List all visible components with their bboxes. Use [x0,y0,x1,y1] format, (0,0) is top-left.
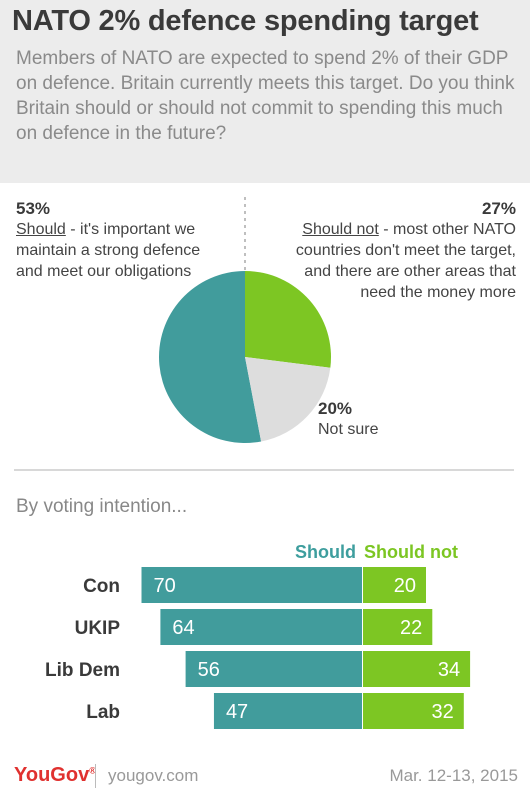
bar-should-not-ukip [363,609,433,645]
category-label-lib-dem: Lib Dem [45,660,120,681]
value-label-should-ukip: 64 [172,617,194,639]
chart-title: NATO 2% defence spending target [12,5,479,37]
footer-separator [95,764,96,788]
category-label-ukip: UKIP [75,618,121,639]
pie-label-should-not: 27% Should not - most other NATO countri… [286,198,516,303]
bar-should-not-lib-dem [363,651,471,687]
bar-should-not-con [363,567,426,603]
value-label-should-lab: 47 [226,701,248,723]
value-label-should-not-lab: 32 [432,701,454,723]
pie-slice-not-sure [245,357,331,442]
pie-text-should: - it's important we maintain a strong de… [16,221,201,280]
legend-should: Should [295,542,356,562]
pie-label-not-sure: 20% Not sure [318,398,438,440]
pie-chart [159,197,331,443]
bar-should-con [141,567,362,603]
pie-pct-should: 53% [16,199,51,218]
pie-pct-should-not: 27% [481,199,516,218]
pie-text-not-sure: Not sure [318,421,379,438]
footer-site[interactable]: yougov.com [108,766,199,785]
category-label-lab: Lab [86,702,120,723]
value-label-should-lib-dem: 56 [198,659,220,681]
section-divider [14,469,514,471]
yougov-logo-text: YouGov [14,764,90,786]
bar-should-lib-dem [185,651,362,687]
survey-question: Members of NATO are expected to spend 2%… [16,48,515,144]
category-label-con: Con [83,576,120,597]
pie-text-should-not: - most other NATO countries don't meet t… [295,221,516,301]
bar-should-lab [213,693,362,729]
pie-label-should: 53% Should - it's important we maintain … [16,198,226,282]
header-panel: NATO 2% defence spending target Members … [0,0,530,183]
yougov-logo: YouGov® [14,764,96,786]
footer-date: Mar. 12-13, 2015 [389,766,518,785]
bar-should-ukip [160,609,362,645]
pie-slice-should [159,271,262,443]
value-label-should-con: 70 [154,575,176,597]
pie-pct-not-sure: 20% [318,399,353,418]
section-subhead: By voting intention... [16,496,188,517]
value-label-should-not-con: 20 [394,575,416,597]
pie-slice-should-not [245,271,331,368]
bar-should-not-lab [363,693,464,729]
legend-should-not: Should not [364,542,458,562]
value-label-should-not-ukip: 22 [400,617,422,639]
pie-keyword-should: Should [16,221,66,238]
pie-keyword-should-not: Should not [302,221,379,238]
bar-chart: Con 70 20 UKIP 64 22 Lib Dem 56 34 Lab 47 32 [45,567,471,729]
value-label-should-not-lib-dem: 34 [438,659,460,681]
